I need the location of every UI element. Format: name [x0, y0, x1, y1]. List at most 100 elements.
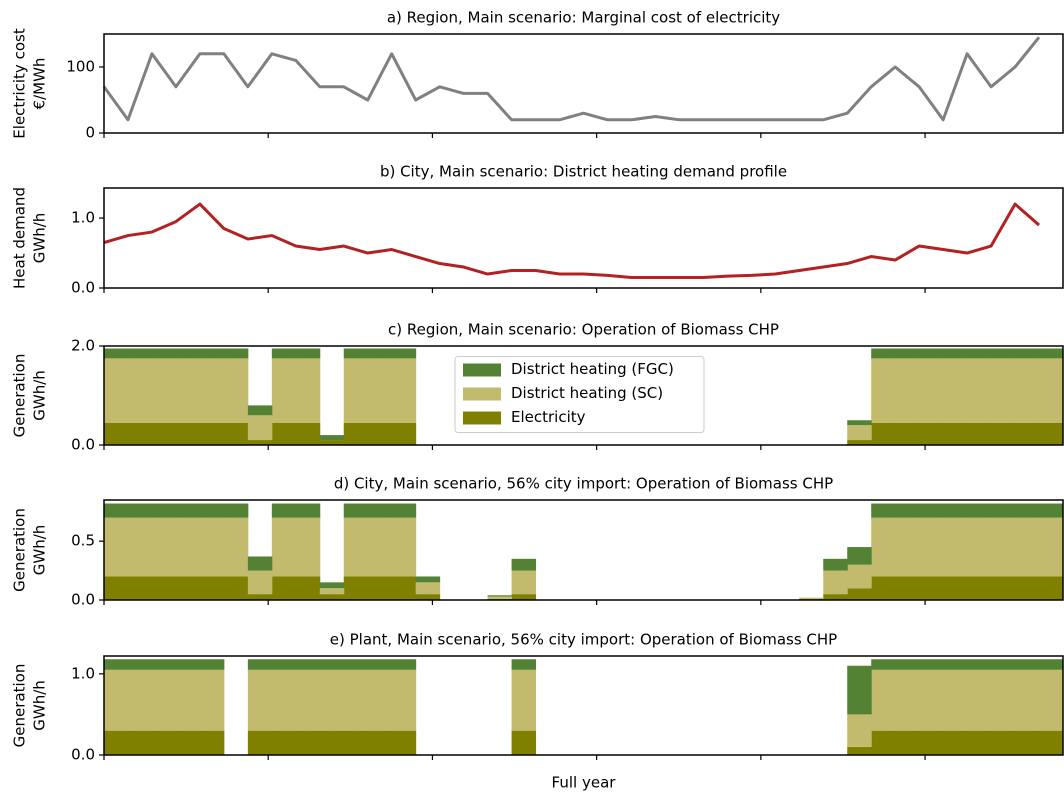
legend-swatch — [463, 363, 501, 377]
area-segment — [871, 348, 896, 359]
y-axis-label: GWh/h — [31, 370, 49, 421]
area-segment — [391, 422, 417, 445]
y-axis-label: Generation — [11, 664, 29, 748]
area-segment — [151, 669, 177, 731]
area-segment — [943, 576, 968, 600]
area-segment — [391, 503, 417, 518]
area-segment — [127, 730, 153, 755]
area-segment — [991, 517, 1016, 577]
area-segment — [271, 576, 297, 600]
area-segment — [847, 588, 872, 600]
panel-title: c) Region, Main scenario: Operation of B… — [388, 321, 779, 339]
area-segment — [391, 659, 417, 670]
area-segment — [1015, 422, 1040, 445]
y-axis-label: GWh/h — [31, 680, 49, 731]
area-segment — [175, 422, 201, 445]
area-segment — [127, 358, 153, 423]
area-segment — [295, 576, 321, 600]
area-segment — [847, 420, 872, 426]
area-segment — [223, 348, 249, 359]
panel: d) City, Main scenario, 56% city import:… — [11, 475, 1064, 609]
area-segment — [847, 564, 872, 589]
area-segment — [343, 422, 369, 445]
area-segment — [343, 659, 369, 670]
area-segment — [943, 358, 968, 423]
plot-frame — [103, 345, 1064, 446]
area-segment — [104, 517, 129, 577]
area-segment — [199, 358, 225, 423]
plot-frame — [103, 187, 1064, 289]
area-segment — [1039, 576, 1064, 600]
area-segment — [104, 730, 129, 755]
area-segment — [967, 503, 992, 518]
y-axis-label: Heat demand — [11, 187, 29, 289]
area-segment — [104, 576, 129, 600]
area-segment — [151, 503, 177, 518]
area-segment — [247, 659, 273, 670]
area-segment — [415, 576, 441, 583]
panel-title: a) Region, Main scenario: Marginal cost … — [387, 9, 780, 27]
area-segment — [415, 582, 441, 595]
legend-box — [454, 356, 705, 433]
y-axis-label: Generation — [11, 354, 29, 438]
area-segment — [175, 730, 201, 755]
area-segment — [343, 358, 369, 423]
area-segment — [967, 730, 992, 755]
area-segment — [104, 358, 129, 423]
y-axis-label: GWh/h — [31, 213, 49, 264]
area-segment — [199, 517, 225, 577]
area-segment — [847, 547, 872, 565]
area-segment — [1039, 422, 1064, 445]
area-segment — [895, 422, 920, 445]
area-segment — [391, 576, 417, 600]
area-segment — [943, 517, 968, 577]
area-segment — [415, 594, 441, 600]
area-segment — [799, 597, 824, 599]
area-segment — [487, 595, 513, 597]
area-segment — [967, 576, 992, 600]
area-segment — [895, 503, 920, 518]
area-segment — [847, 714, 872, 747]
area-segment — [343, 517, 369, 577]
plot-frame — [103, 499, 1064, 601]
area-segment — [871, 503, 896, 518]
area-segment — [367, 659, 393, 670]
area-segment — [967, 348, 992, 359]
area-segment — [943, 422, 968, 445]
area-segment — [511, 570, 537, 595]
panel: c) Region, Main scenario: Operation of B… — [11, 321, 1064, 454]
area-segment — [343, 730, 369, 755]
plot-frame — [103, 655, 1064, 756]
area-segment — [847, 440, 872, 445]
area-segment — [967, 358, 992, 423]
legend-swatch — [463, 411, 501, 425]
area-segment — [943, 348, 968, 359]
area-segment — [895, 659, 920, 670]
area-segment — [295, 348, 321, 359]
y-axis-label: Generation — [11, 508, 29, 592]
area-segment — [895, 730, 920, 755]
area-segment — [919, 517, 944, 577]
area-segment — [919, 358, 944, 423]
area-segment — [343, 348, 369, 359]
area-segment — [247, 440, 273, 445]
area-segment — [511, 558, 537, 571]
area-segment — [104, 669, 129, 731]
area-segment — [871, 422, 896, 445]
area-segment — [104, 659, 129, 670]
area-segment — [151, 348, 177, 359]
panel-title: d) City, Main scenario, 56% city import:… — [334, 475, 833, 493]
area-segment — [1015, 669, 1040, 731]
area-segment — [343, 503, 369, 518]
area-segment — [295, 659, 321, 670]
area-segment — [319, 582, 345, 589]
area-segment — [1039, 503, 1064, 518]
area-segment — [127, 422, 153, 445]
area-segment — [223, 358, 249, 423]
area-segment — [1039, 730, 1064, 755]
area-segment — [367, 358, 393, 423]
area-segment — [511, 659, 537, 670]
legend: District heating (FGC) District heating (… — [454, 356, 705, 433]
area-segment — [967, 517, 992, 577]
area-segment — [391, 517, 417, 577]
